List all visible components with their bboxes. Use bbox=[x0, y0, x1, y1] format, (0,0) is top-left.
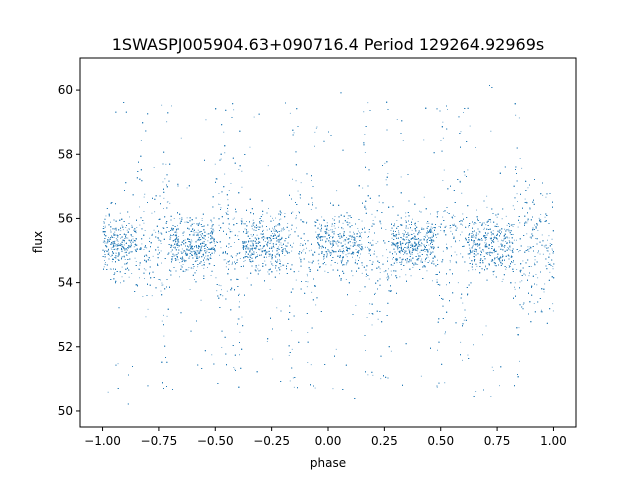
x-tick-label: 0.25 bbox=[371, 434, 398, 448]
x-tick-label: −0.50 bbox=[197, 434, 234, 448]
data-point-cluster bbox=[102, 85, 555, 405]
y-tick-label: 56 bbox=[58, 211, 73, 225]
y-tick-label: 58 bbox=[58, 147, 73, 161]
data-point-cluster bbox=[102, 85, 555, 405]
x-tick-label: 0.75 bbox=[484, 434, 511, 448]
x-tick-label: 1.00 bbox=[540, 434, 567, 448]
y-tick-label: 54 bbox=[58, 276, 73, 290]
y-tick-label: 50 bbox=[58, 404, 73, 418]
y-tick-label: 52 bbox=[58, 340, 73, 354]
data-point-cluster bbox=[103, 103, 554, 388]
x-axis-label: phase bbox=[310, 456, 346, 470]
x-tick-label: −0.25 bbox=[253, 434, 290, 448]
data-point-cluster bbox=[102, 85, 555, 405]
scatter-points bbox=[102, 85, 555, 405]
y-axis: 50 52 54 56 58 60 bbox=[58, 83, 80, 418]
x-tick-label: 0.50 bbox=[427, 434, 454, 448]
chart-title: 1SWASPJ005904.63+090716.4 Period 129264.… bbox=[112, 35, 544, 54]
x-axis: −1.00 −0.75 −0.50 −0.25 0.00 0.25 0.50 0.75 1.00 bbox=[84, 427, 567, 448]
plot-frame bbox=[79, 57, 577, 428]
y-tick-label: 60 bbox=[58, 83, 73, 97]
data-point-cluster bbox=[102, 85, 555, 405]
y-axis-label: flux bbox=[31, 231, 45, 253]
data-point-cluster bbox=[102, 85, 555, 405]
x-tick-label: −1.00 bbox=[84, 434, 121, 448]
x-tick-label: 0.00 bbox=[315, 434, 342, 448]
x-tick-label: −0.75 bbox=[141, 434, 178, 448]
